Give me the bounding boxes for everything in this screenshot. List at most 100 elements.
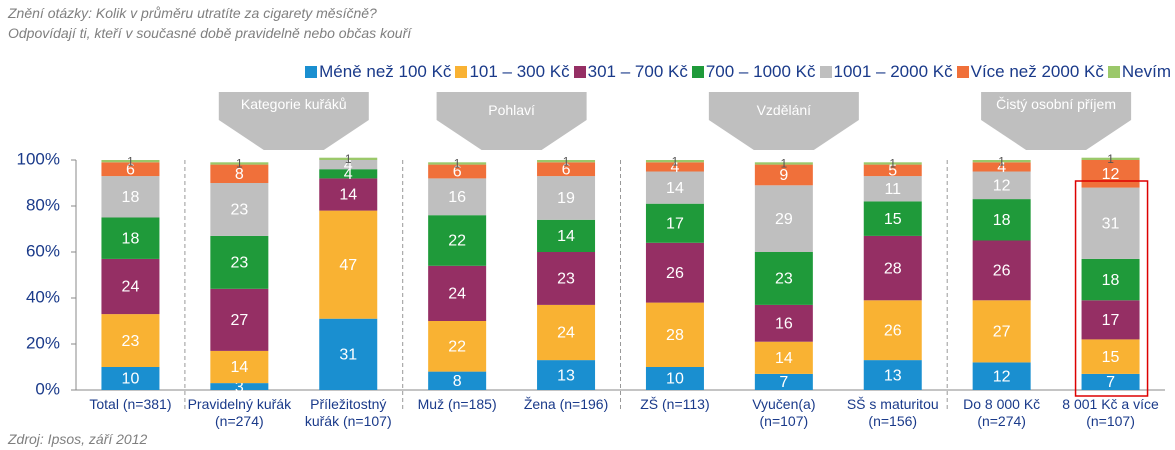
data-label: 28 <box>884 260 902 277</box>
bar-segment <box>754 185 813 252</box>
data-label: 17 <box>666 215 684 232</box>
data-label: 1 <box>998 154 1005 168</box>
data-label: 22 <box>448 233 466 250</box>
bar-segment <box>428 164 487 179</box>
bar-segment <box>972 160 1031 163</box>
bar-segment <box>319 169 378 179</box>
y-tick-label: 0% <box>35 379 60 398</box>
data-label: 23 <box>122 333 140 350</box>
bar-segment <box>645 367 704 390</box>
data-label: 24 <box>122 279 140 296</box>
bar-segment <box>428 371 487 390</box>
bar-segment <box>1081 339 1140 374</box>
legend-item: Méně než 100 Kč <box>305 62 451 82</box>
data-label: 18 <box>1102 272 1120 289</box>
data-label: 10 <box>666 371 684 388</box>
bar-segment <box>537 252 596 305</box>
bar-segment <box>863 176 922 202</box>
bar-segment <box>210 183 269 236</box>
bar-segment <box>319 160 378 170</box>
x-tick-label: Pravidelný kuřák (n=274) <box>187 396 292 429</box>
data-label: 18 <box>122 230 140 247</box>
bar-segment <box>428 162 487 165</box>
legend-swatch <box>691 66 704 78</box>
chart-subtitle: Odpovídají ti, kteří v současné době pra… <box>8 25 412 41</box>
x-tick-label: 8 001 Kč a více (n=107) <box>1062 396 1159 429</box>
data-label: 4 <box>344 157 353 174</box>
x-tick-label: Do 8 000 Kč (n=274) <box>963 396 1041 429</box>
bar-segment <box>645 162 704 172</box>
legend-label: 301 – 700 Kč <box>587 62 688 81</box>
legend-swatch <box>956 66 969 78</box>
legend-label: 700 – 1000 Kč <box>705 62 816 81</box>
data-label: 26 <box>993 263 1011 280</box>
bar-segment <box>972 171 1031 200</box>
bar-segment <box>1081 187 1140 259</box>
bar-segment <box>537 360 596 390</box>
bar-segment <box>1081 258 1140 301</box>
legend-swatch <box>573 66 586 78</box>
bar-segment <box>210 288 269 351</box>
bar-segment <box>210 350 269 384</box>
data-label: 1 <box>454 157 461 171</box>
bar-segment <box>645 171 704 204</box>
data-label: 12 <box>993 178 1011 195</box>
x-tick-label: Žena (n=196) <box>523 396 609 412</box>
legend-label: Méně než 100 Kč <box>319 62 452 81</box>
bar-segment <box>972 199 1031 241</box>
bar-segment <box>754 373 813 390</box>
bar-segment <box>645 160 704 163</box>
data-label: 14 <box>557 228 575 245</box>
y-tick-label: 40% <box>26 287 60 306</box>
x-tick-label: Total (n=381) <box>89 396 172 412</box>
data-label: 47 <box>339 257 357 274</box>
y-tick-label: 60% <box>26 241 60 260</box>
bar-segment <box>537 304 596 361</box>
x-tick-label: Muž (n=185) <box>417 396 497 412</box>
bar-segment <box>537 162 596 177</box>
bar-segment <box>863 164 922 177</box>
bar-segment <box>972 362 1031 390</box>
bar-segment <box>863 162 922 165</box>
bar-segment <box>428 215 487 266</box>
legend-swatch <box>819 66 832 78</box>
legend-item: 700 – 1000 Kč <box>691 62 816 82</box>
bar-segment <box>754 341 813 374</box>
x-tick-label: ZŠ (n=113) <box>640 396 710 412</box>
data-label: 11 <box>884 181 901 198</box>
legend-item: Více než 2000 Kč <box>956 62 1104 82</box>
bar-segment <box>101 258 160 315</box>
data-label: 8 <box>453 373 462 390</box>
data-label: 1 <box>127 154 134 168</box>
data-label: 5 <box>888 163 897 180</box>
data-label: 26 <box>884 322 902 339</box>
group-banner <box>708 92 859 150</box>
bar-segment <box>537 219 596 252</box>
bar-segment <box>210 383 269 390</box>
data-label: 28 <box>666 327 684 344</box>
legend: Méně než 100 Kč 101 – 300 Kč 301 – 700 Kč 7… <box>301 62 1171 82</box>
data-label: 12 <box>1102 166 1120 183</box>
data-label: 4 <box>344 166 353 183</box>
data-label: 27 <box>230 312 248 329</box>
group-label: Čistý osobní příjem <box>996 96 1116 112</box>
data-label: 1 <box>889 157 896 171</box>
bar-segment <box>101 162 160 177</box>
data-label: 1 <box>236 157 243 171</box>
highlight-box <box>1074 180 1149 397</box>
data-label: 13 <box>557 367 575 384</box>
legend-label: 1001 – 2000 Kč <box>833 62 953 81</box>
data-label: 14 <box>775 350 793 367</box>
data-label: 6 <box>126 161 135 178</box>
data-label: 14 <box>230 359 248 376</box>
data-label: 24 <box>448 286 466 303</box>
bar-segment <box>972 162 1031 172</box>
data-label: 1 <box>781 157 788 171</box>
legend-label: 101 – 300 Kč <box>469 62 570 81</box>
data-label: 13 <box>884 367 902 384</box>
data-label: 16 <box>448 189 466 206</box>
bar-segment <box>754 304 813 342</box>
bar-segment <box>972 300 1031 363</box>
